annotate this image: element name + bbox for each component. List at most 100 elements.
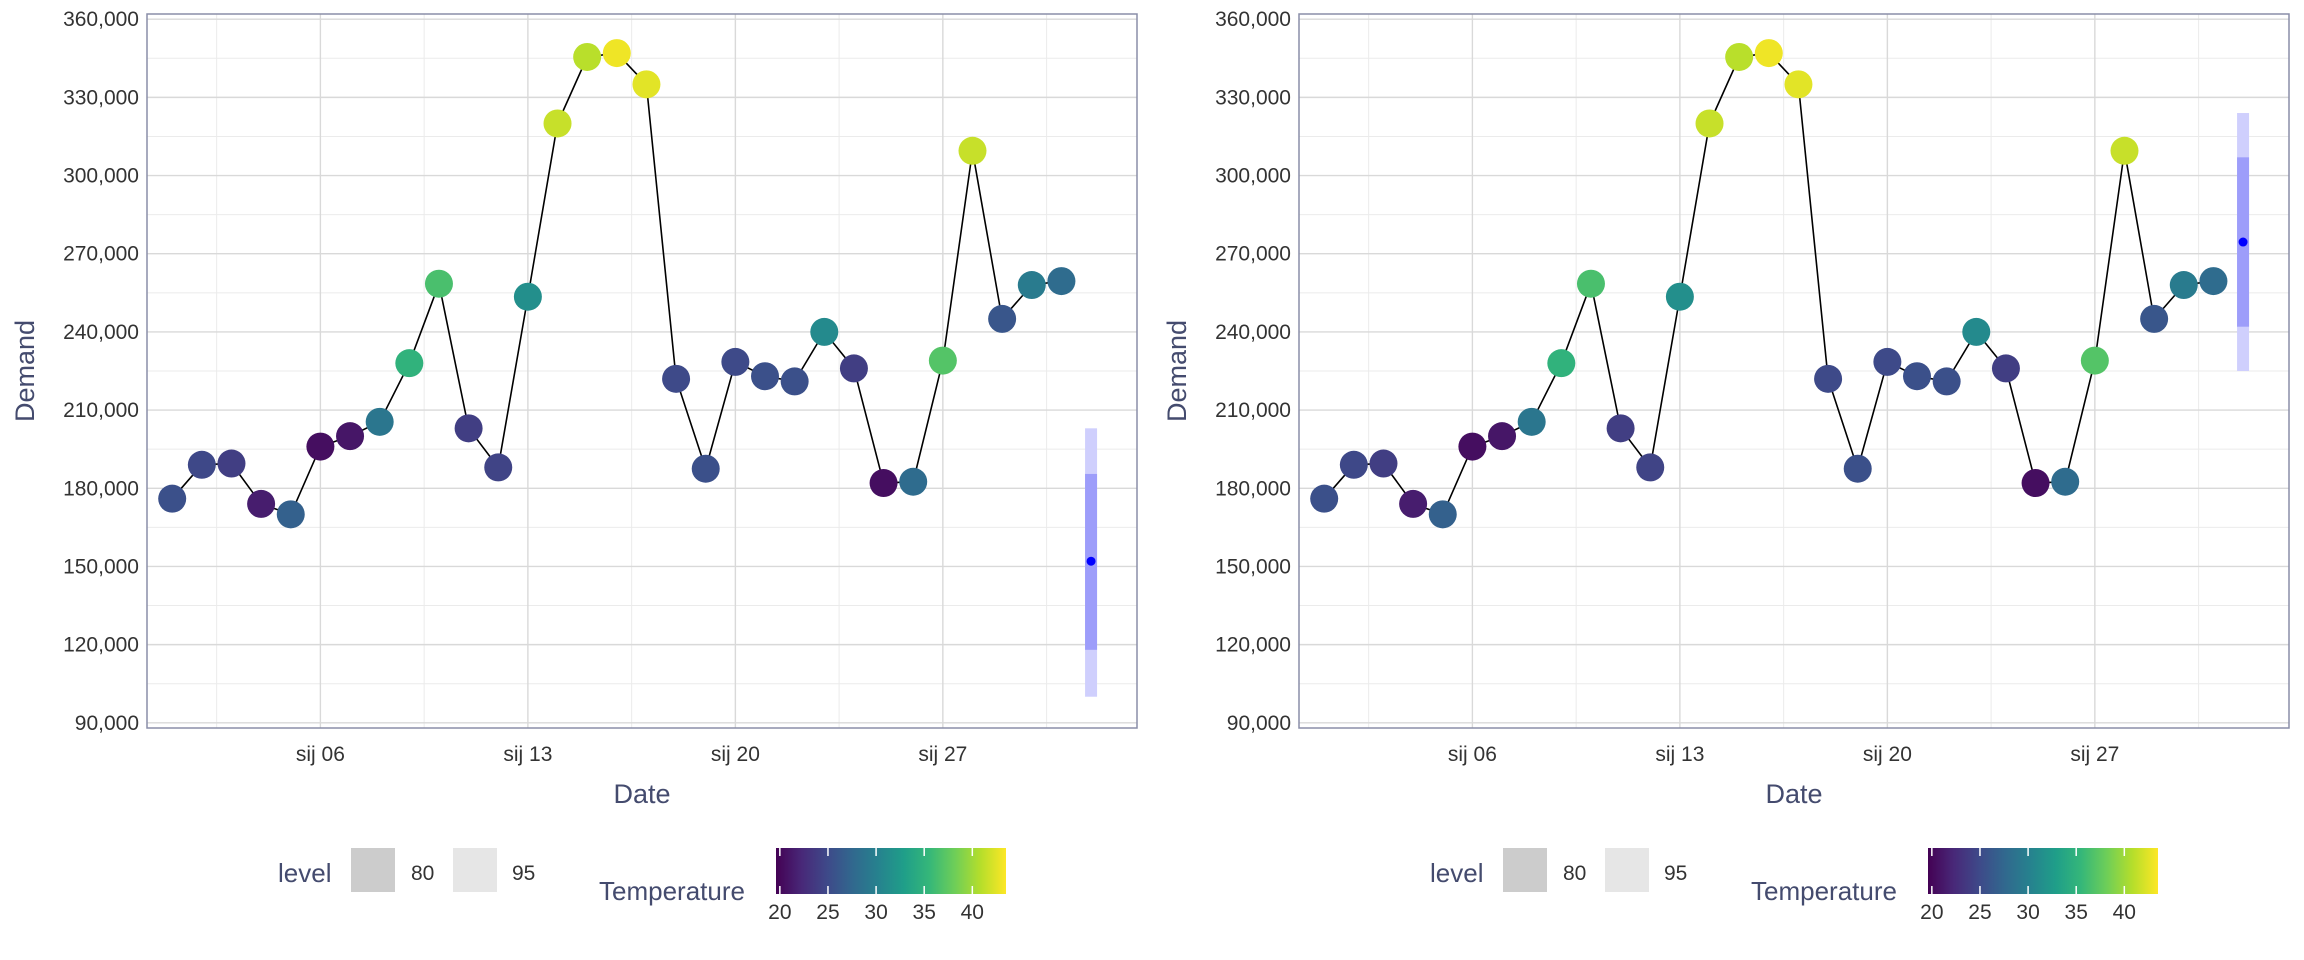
colorbar-tick-label: 25 bbox=[1968, 901, 1991, 924]
data-point bbox=[1369, 449, 1398, 478]
y-tick-label: 300,000 bbox=[1215, 165, 1291, 188]
right-y-axis-title: Demand bbox=[1162, 320, 1192, 422]
data-point bbox=[484, 453, 513, 482]
temperature-colorbar-ticks: 20 25 30 35 40 bbox=[768, 848, 984, 924]
right-y-tick-labels: 90,000 120,000 150,000 180,000 210,000 240,00… bbox=[1215, 8, 1291, 735]
colorbar-tick-label: 40 bbox=[2113, 901, 2136, 924]
level-legend-title: level bbox=[278, 858, 331, 888]
left-gridlines bbox=[147, 14, 1137, 728]
data-point bbox=[602, 39, 631, 68]
data-point bbox=[1843, 454, 1872, 483]
temperature-colorbar bbox=[1928, 848, 2158, 894]
y-tick-label: 150,000 bbox=[1215, 555, 1291, 578]
data-point bbox=[2110, 136, 2139, 165]
left-x-axis-title: Date bbox=[613, 779, 670, 809]
left-x-tick-labels: sij 06 sij 13 sij 20 sij 27 bbox=[296, 743, 967, 766]
data-point bbox=[691, 454, 720, 483]
data-point bbox=[2051, 467, 2080, 496]
right-x-axis-title: Date bbox=[1765, 779, 1822, 809]
temperature-colorbar-ticks: 20 25 30 35 40 bbox=[1920, 848, 2136, 924]
level-80-label: 80 bbox=[1563, 862, 1586, 885]
data-point bbox=[276, 500, 305, 529]
data-point bbox=[1310, 484, 1339, 513]
data-point bbox=[365, 407, 394, 436]
data-point bbox=[1517, 407, 1546, 436]
data-point bbox=[869, 469, 898, 498]
y-tick-label: 360,000 bbox=[63, 8, 139, 31]
x-tick-label: sij 20 bbox=[711, 743, 760, 766]
y-tick-label: 270,000 bbox=[1215, 243, 1291, 266]
left-forecast-intervals bbox=[1085, 428, 1098, 697]
data-point bbox=[1725, 42, 1754, 71]
x-tick-label: sij 13 bbox=[503, 743, 552, 766]
temperature-legend-title: Temperature bbox=[1751, 876, 1897, 906]
y-tick-label: 180,000 bbox=[1215, 477, 1291, 500]
data-point bbox=[306, 432, 335, 461]
y-tick-label: 240,000 bbox=[63, 321, 139, 344]
left-y-axis-title: Demand bbox=[10, 320, 40, 422]
level-95-label: 95 bbox=[1664, 862, 1687, 885]
data-point bbox=[158, 484, 187, 513]
right-legend: level 80 95 Temperature 20 25 30 35 40 bbox=[1430, 848, 2158, 924]
level-80-key bbox=[1503, 848, 1547, 892]
data-point bbox=[1695, 109, 1724, 138]
data-point bbox=[2021, 469, 2050, 498]
data-point bbox=[573, 42, 602, 71]
data-point bbox=[1047, 267, 1076, 296]
level-legend-title: level bbox=[1430, 858, 1483, 888]
data-point bbox=[2169, 271, 2198, 300]
right-chart: 90,000 120,000 150,000 180,000 210,000 240,00… bbox=[1162, 8, 2290, 809]
colorbar-tick-label: 20 bbox=[768, 901, 791, 924]
forecast-point bbox=[2238, 237, 2248, 247]
data-point bbox=[1814, 364, 1843, 393]
colorbar-tick-label: 30 bbox=[2016, 901, 2039, 924]
left-series-points bbox=[158, 39, 1076, 529]
data-point bbox=[899, 467, 928, 496]
forecast-point bbox=[1086, 556, 1096, 566]
colorbar-tick-label: 20 bbox=[1920, 901, 1943, 924]
x-tick-label: sij 13 bbox=[1655, 743, 1704, 766]
data-point bbox=[1399, 489, 1428, 518]
data-point bbox=[1962, 317, 1991, 346]
left-y-tick-labels: 90,000 120,000 150,000 180,000 210,000 240,00… bbox=[63, 8, 139, 735]
right-panel-border bbox=[1298, 13, 2290, 729]
data-point bbox=[1991, 354, 2020, 383]
x-tick-label: sij 06 bbox=[1448, 743, 1497, 766]
left-chart: 90,000 120,000 150,000 180,000 210,000 240,00… bbox=[10, 8, 1138, 809]
right-x-tick-labels: sij 06 sij 13 sij 20 sij 27 bbox=[1448, 743, 2119, 766]
y-tick-label: 180,000 bbox=[63, 477, 139, 500]
data-point bbox=[810, 317, 839, 346]
y-tick-label: 210,000 bbox=[63, 399, 139, 422]
data-point bbox=[1428, 500, 1457, 529]
level-80-key bbox=[351, 848, 395, 892]
colorbar-tick-label: 30 bbox=[864, 901, 887, 924]
data-point bbox=[662, 364, 691, 393]
data-point bbox=[1547, 349, 1576, 378]
x-tick-label: sij 06 bbox=[296, 743, 345, 766]
data-point bbox=[513, 282, 542, 311]
data-point bbox=[751, 362, 780, 391]
data-point bbox=[1932, 367, 1961, 396]
data-point bbox=[1784, 70, 1813, 99]
data-point bbox=[1458, 432, 1487, 461]
left-legend: level 80 95 Temperature 20 25 30 35 40 bbox=[278, 848, 1006, 924]
level-95-key bbox=[453, 848, 497, 892]
data-point bbox=[958, 136, 987, 165]
data-point bbox=[1665, 282, 1694, 311]
x-tick-label: sij 27 bbox=[918, 743, 967, 766]
data-point bbox=[1903, 362, 1932, 391]
data-point bbox=[780, 367, 809, 396]
data-point bbox=[2080, 346, 2109, 375]
y-tick-label: 330,000 bbox=[63, 86, 139, 109]
data-point bbox=[1339, 450, 1368, 479]
colorbar-tick-label: 40 bbox=[961, 901, 984, 924]
data-point bbox=[336, 422, 365, 451]
colorbar-tick-label: 25 bbox=[816, 901, 839, 924]
right-series-points bbox=[1310, 39, 2228, 529]
data-point bbox=[1488, 422, 1517, 451]
y-tick-label: 300,000 bbox=[63, 165, 139, 188]
data-point bbox=[1754, 39, 1783, 68]
y-tick-label: 270,000 bbox=[63, 243, 139, 266]
data-point bbox=[1606, 414, 1635, 443]
